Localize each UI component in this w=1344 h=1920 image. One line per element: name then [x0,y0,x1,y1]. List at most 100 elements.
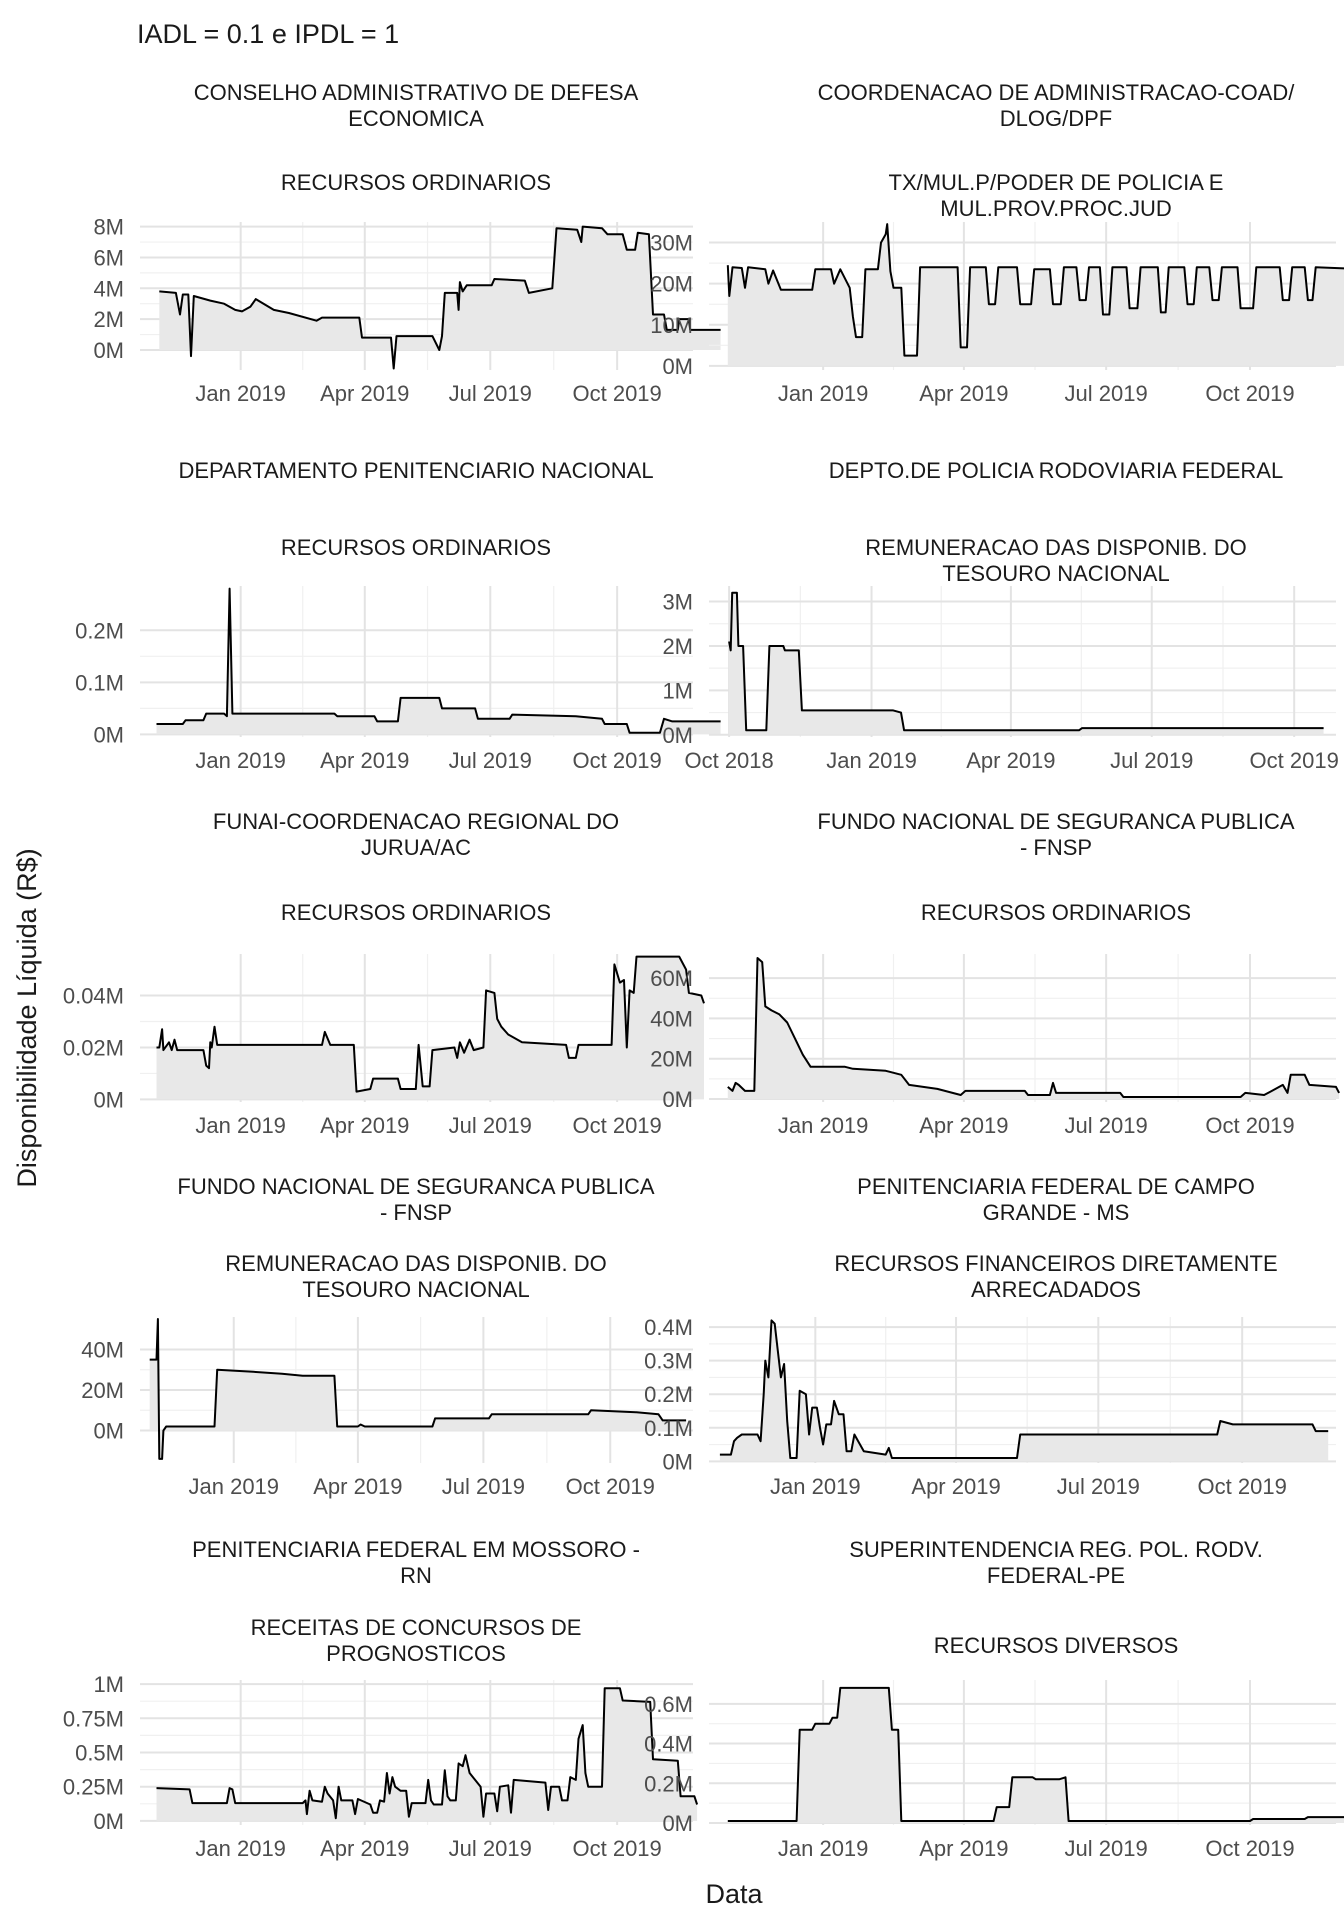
series-area [156,1688,698,1821]
y-tick-label: 0.2M [644,1771,693,1796]
x-axis-title: Data [705,1879,763,1909]
y-tick-label: 6M [93,245,124,270]
subtitle-label: ARRECADADOS [971,1277,1141,1302]
x-tick-label: Oct 2019 [573,1836,662,1861]
y-tick-label: 0M [662,723,693,748]
y-tick-label: 0M [662,1811,693,1836]
strip-label: DEPARTAMENTO PENITENCIARIO NACIONAL [178,458,653,483]
x-tick-label: Jul 2019 [1057,1474,1140,1499]
y-tick-label: 0M [93,722,124,747]
x-tick-label: Jul 2019 [449,381,532,406]
y-tick-label: 40M [81,1337,124,1362]
y-tick-label: 8M [93,215,124,240]
strip-label: FUNDO NACIONAL DE SEGURANCA PUBLICA [817,809,1294,834]
x-tick-label: Apr 2019 [919,1836,1008,1861]
x-tick-label: Jul 2019 [1065,1113,1148,1138]
x-tick-label: Jan 2019 [195,1836,286,1861]
series-line [156,955,705,1093]
y-tick-label: 3M [662,590,693,615]
strip-label: - FNSP [380,1200,452,1225]
x-tick-label: Jan 2019 [770,1474,861,1499]
y-tick-label: 0.75M [63,1706,124,1731]
y-tick-label: 0.04M [63,984,124,1009]
strip-label: CONSELHO ADMINISTRATIVO DE DEFESA [194,80,639,105]
y-tick-label: 0.5M [75,1741,124,1766]
series-line [156,1687,699,1820]
strip-label: PENITENCIARIA FEDERAL DE CAMPO [857,1174,1255,1199]
y-tick-label: 1M [662,678,693,703]
panel-1: CONSELHO ADMINISTRATIVO DE DEFESAECONOMI… [93,80,721,406]
y-tick-label: 0.1M [75,670,124,695]
series-line [719,1319,1329,1459]
panels: CONSELHO ADMINISTRATIVO DE DEFESAECONOMI… [63,80,1344,1861]
series-area [159,226,721,369]
x-tick-label: Apr 2019 [919,381,1008,406]
x-tick-label: Apr 2019 [320,381,409,406]
panel-6: FUNDO NACIONAL DE SEGURANCA PUBLICA- FNS… [650,809,1340,1138]
series-area [149,1319,687,1459]
strip-label: FUNAI-COORDENACAO REGIONAL DO [213,809,619,834]
series-area [727,1687,1344,1823]
strip-label: RN [400,1563,432,1588]
x-tick-label: Jan 2019 [195,1113,286,1138]
x-tick-label: Jan 2019 [189,1474,280,1499]
series-line [727,957,1340,1098]
strip-label: - FNSP [1020,835,1092,860]
y-tick-label: 40M [650,1006,693,1031]
subtitle-label: RECURSOS FINANCEIROS DIRETAMENTE [834,1251,1277,1276]
subtitle-label: TX/MUL.P/PODER DE POLICIA E [889,170,1224,195]
strip-label: FUNDO NACIONAL DE SEGURANCA PUBLICA [177,1174,654,1199]
panel-9: PENITENCIARIA FEDERAL EM MOSSORO -RN RECE… [63,1537,699,1861]
strip-label: ECONOMICA [348,106,484,131]
strip-label: DLOG/DPF [1000,106,1112,131]
y-tick-label: 20M [650,1047,693,1072]
x-tick-label: Oct 2019 [573,1113,662,1138]
strip-label: SUPERINTENDENCIA REG. POL. RODV. [849,1537,1263,1562]
y-tick-label: 2M [93,307,124,332]
x-tick-label: Jul 2019 [1065,1836,1148,1861]
y-tick-label: 1M [93,1672,124,1697]
y-tick-label: 0M [93,1419,124,1444]
panel-3: DEPARTAMENTO PENITENCIARIO NACIONAL RECUR… [75,458,721,773]
x-tick-label: Oct 2019 [573,381,662,406]
x-tick-label: Apr 2019 [320,1836,409,1861]
y-axis-title: Disponibilidade Líquida (R$) [12,848,42,1187]
y-tick-label: 0M [662,1449,693,1474]
x-tick-label: Oct 2018 [684,748,773,773]
x-tick-label: Jul 2019 [449,1836,532,1861]
strip-label: COORDENACAO DE ADMINISTRACAO-COAD/ [818,80,1296,105]
y-tick-label: 0.1M [644,1416,693,1441]
x-tick-label: Jul 2019 [1065,381,1148,406]
x-tick-label: Oct 2019 [1205,1113,1294,1138]
series-area [727,224,1344,366]
x-tick-label: Oct 2019 [1205,1836,1294,1861]
x-tick-label: Apr 2019 [320,748,409,773]
x-tick-label: Jul 2019 [449,1113,532,1138]
x-tick-label: Oct 2019 [1198,1474,1287,1499]
y-tick-label: 0.02M [63,1035,124,1060]
y-tick-label: 0.4M [644,1315,693,1340]
subtitle-label: REMUNERACAO DAS DISPONIB. DO [225,1251,606,1276]
series-line [728,591,1324,732]
series-line [726,223,1344,357]
strip-label: JURUA/AC [361,835,471,860]
strip-label: DEPTO.DE POLICIA RODOVIARIA FEDERAL [829,458,1283,483]
panel-2: COORDENACAO DE ADMINISTRACAO-COAD/DLOG/D… [650,80,1344,406]
subtitle-label: RECURSOS ORDINARIOS [281,170,551,195]
x-tick-label: Oct 2019 [573,748,662,773]
x-tick-label: Apr 2019 [911,1474,1000,1499]
series-line [156,587,721,734]
x-tick-label: Jul 2019 [449,748,532,773]
subtitle-label: RECURSOS ORDINARIOS [921,900,1191,925]
y-tick-label: 20M [650,272,693,297]
y-tick-label: 0.25M [63,1775,124,1800]
subtitle-label: MUL.PROV.PROC.JUD [940,196,1171,221]
subtitle-label: PROGNOSTICOS [326,1641,506,1666]
panel-10: SUPERINTENDENCIA REG. POL. RODV.FEDERAL-… [644,1537,1344,1861]
series-area [729,592,1324,735]
y-tick-label: 0M [93,338,124,363]
y-tick-label: 0.2M [75,618,124,643]
x-tick-label: Jan 2019 [778,1836,869,1861]
